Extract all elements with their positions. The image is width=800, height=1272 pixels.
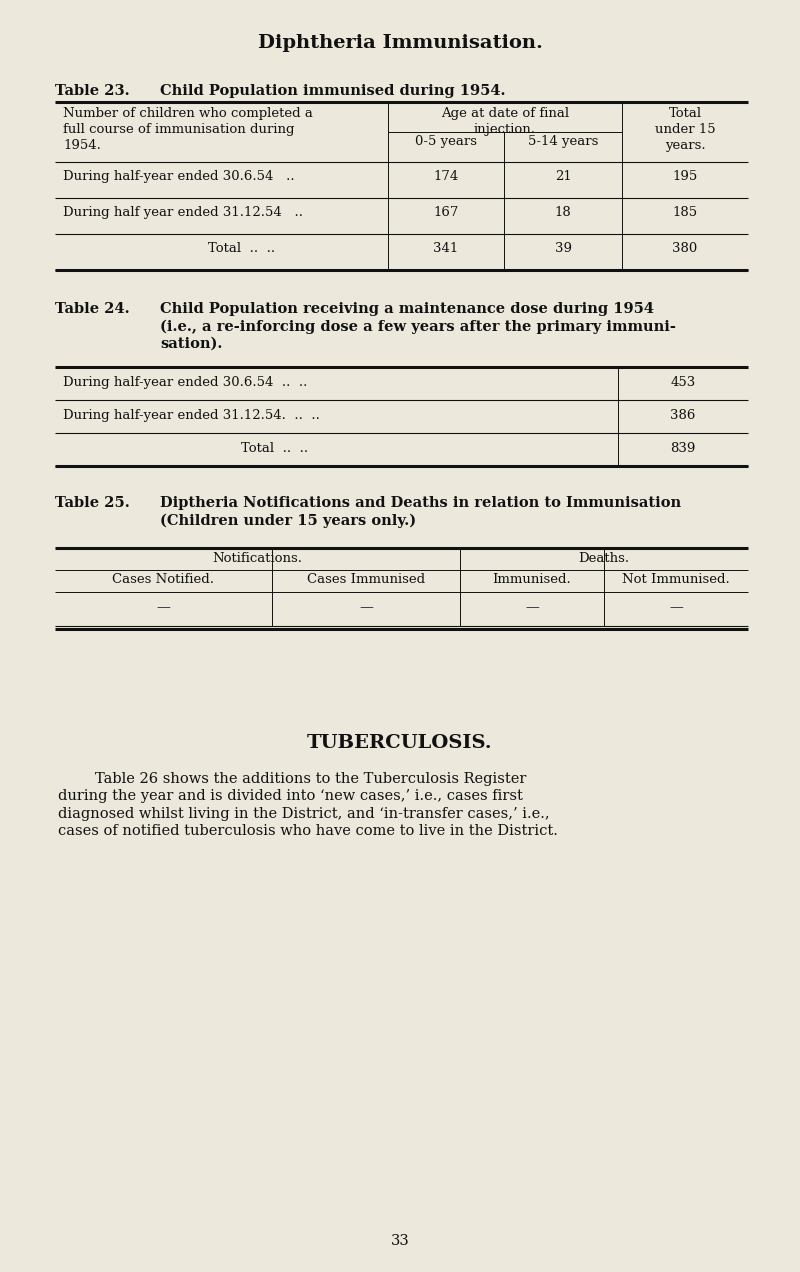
Text: 33: 33 bbox=[390, 1234, 410, 1248]
Text: 185: 185 bbox=[673, 206, 698, 219]
Text: Table 26 shows the additions to the Tuberculosis Register
during the year and is: Table 26 shows the additions to the Tube… bbox=[58, 772, 558, 838]
Text: 21: 21 bbox=[554, 170, 571, 183]
Text: 380: 380 bbox=[672, 242, 698, 254]
Text: —: — bbox=[525, 600, 539, 614]
Text: 18: 18 bbox=[554, 206, 571, 219]
Text: 39: 39 bbox=[554, 242, 571, 254]
Text: —: — bbox=[359, 600, 373, 614]
Text: During half-year ended 31.12.54.  ..  ..: During half-year ended 31.12.54. .. .. bbox=[63, 410, 320, 422]
Text: 5-14 years: 5-14 years bbox=[528, 135, 598, 148]
Text: Total
under 15
years.: Total under 15 years. bbox=[654, 107, 715, 151]
Text: Not Immunised.: Not Immunised. bbox=[622, 572, 730, 586]
Text: 386: 386 bbox=[670, 410, 696, 422]
Text: 0-5 years: 0-5 years bbox=[415, 135, 477, 148]
Text: —: — bbox=[669, 600, 683, 614]
Text: Total  ..  ..: Total .. .. bbox=[208, 242, 275, 254]
Text: Diptheria Notifications and Deaths in relation to Immunisation
(Children under 1: Diptheria Notifications and Deaths in re… bbox=[160, 496, 681, 528]
Text: Child Population immunised during 1954.: Child Population immunised during 1954. bbox=[160, 84, 506, 98]
Text: —: — bbox=[157, 600, 170, 614]
Text: During half year ended 31.12.54   ..: During half year ended 31.12.54 .. bbox=[63, 206, 303, 219]
Text: Age at date of final
injection.: Age at date of final injection. bbox=[441, 107, 569, 136]
Text: 453: 453 bbox=[670, 377, 696, 389]
Text: 167: 167 bbox=[434, 206, 458, 219]
Text: 195: 195 bbox=[672, 170, 698, 183]
Text: Table 23.: Table 23. bbox=[55, 84, 130, 98]
Text: Cases Immunised: Cases Immunised bbox=[307, 572, 425, 586]
Text: Diphtheria Immunisation.: Diphtheria Immunisation. bbox=[258, 34, 542, 52]
Text: Table 25.: Table 25. bbox=[55, 496, 130, 510]
Text: Number of children who completed a
full course of immunisation during
1954.: Number of children who completed a full … bbox=[63, 107, 313, 151]
Text: 341: 341 bbox=[434, 242, 458, 254]
Text: Deaths.: Deaths. bbox=[578, 552, 630, 565]
Text: Child Population receiving a maintenance dose during 1954
(i.e., a re-inforcing : Child Population receiving a maintenance… bbox=[160, 301, 676, 351]
Text: During half-year ended 30.6.54   ..: During half-year ended 30.6.54 .. bbox=[63, 170, 294, 183]
Text: Table 24.: Table 24. bbox=[55, 301, 130, 315]
Text: 839: 839 bbox=[670, 441, 696, 455]
Text: Immunised.: Immunised. bbox=[493, 572, 571, 586]
Text: Cases Notified.: Cases Notified. bbox=[113, 572, 214, 586]
Text: 174: 174 bbox=[434, 170, 458, 183]
Text: TUBERCULOSIS.: TUBERCULOSIS. bbox=[307, 734, 493, 752]
Text: During half-year ended 30.6.54  ..  ..: During half-year ended 30.6.54 .. .. bbox=[63, 377, 307, 389]
Text: Total  ..  ..: Total .. .. bbox=[242, 441, 309, 455]
Text: Notifications.: Notifications. bbox=[213, 552, 302, 565]
